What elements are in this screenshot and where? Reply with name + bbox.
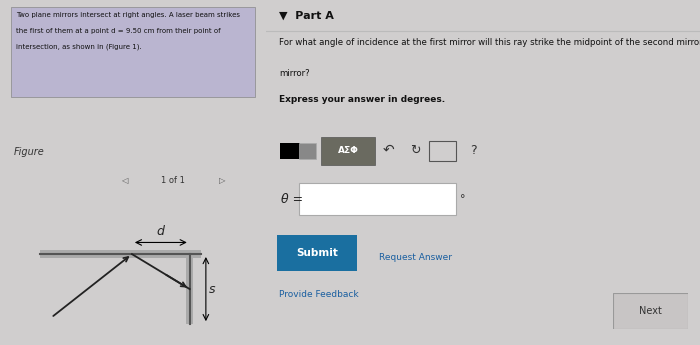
Text: ↶: ↶ <box>383 143 394 157</box>
Bar <box>10 7 255 97</box>
Text: AΣΦ: AΣΦ <box>337 146 358 155</box>
Text: Next: Next <box>639 306 662 316</box>
Text: °: ° <box>460 194 466 204</box>
Bar <box>299 184 456 215</box>
Text: 1 of 1: 1 of 1 <box>161 176 186 185</box>
Text: Figure: Figure <box>13 147 44 157</box>
Text: d: d <box>157 225 164 238</box>
Text: s: s <box>209 283 216 296</box>
Text: Provide Feedback: Provide Feedback <box>279 290 358 299</box>
Text: For what angle of incidence at the first mirror will this ray strike the midpoin: For what angle of incidence at the first… <box>279 38 700 47</box>
Bar <box>321 137 375 165</box>
Text: Submit: Submit <box>296 248 337 258</box>
Text: ▼  Part A: ▼ Part A <box>279 10 334 20</box>
Text: ?: ? <box>470 144 477 157</box>
Text: θ =: θ = <box>281 193 303 206</box>
Bar <box>280 143 300 159</box>
Text: ↻: ↻ <box>410 144 421 157</box>
Text: Two plane mirrors intersect at right angles. A laser beam strikes: Two plane mirrors intersect at right ang… <box>16 12 240 18</box>
Bar <box>299 143 316 159</box>
Text: ◁: ◁ <box>121 176 127 185</box>
Text: Request Answer: Request Answer <box>379 253 452 262</box>
Text: mirror?: mirror? <box>279 69 309 78</box>
Text: intersection, as shown in (Figure 1).: intersection, as shown in (Figure 1). <box>16 43 141 50</box>
Text: the first of them at a point d = 9.50 cm from their point of: the first of them at a point d = 9.50 cm… <box>16 28 220 33</box>
Text: Express your answer in degrees.: Express your answer in degrees. <box>279 95 445 104</box>
Text: ▷: ▷ <box>219 176 225 185</box>
Bar <box>429 141 456 161</box>
